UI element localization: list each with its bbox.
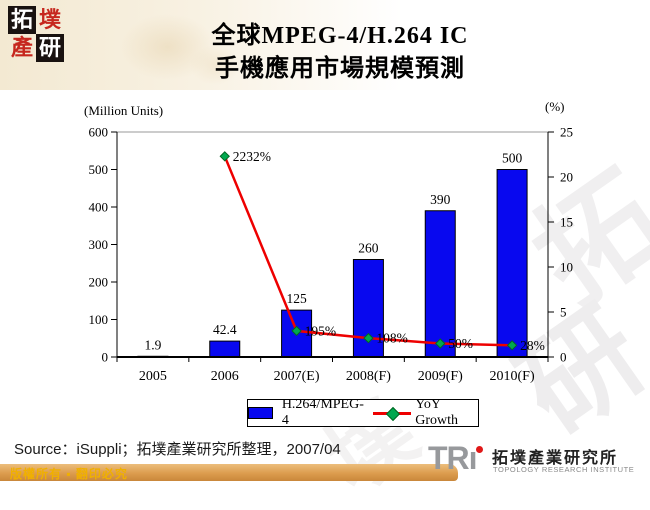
right-axis-tick-label: 20	[560, 170, 573, 185]
left-axis-tick-label: 200	[89, 275, 109, 290]
left-axis-tick-label: 0	[102, 350, 109, 365]
bar-2010(F)	[496, 169, 528, 358]
footer-bar: 版權所有 ▪ 翻印必究	[0, 464, 458, 481]
logo-char: 拓	[8, 6, 36, 34]
tri-logo: TRı 拓墣產業研究所 TOPOLOGY RESEARCH INSTITUTE	[428, 440, 648, 482]
tri-red-dot-icon	[476, 446, 483, 453]
yoy-value-label: 2232%	[233, 149, 271, 164]
left-axis-tick-label: 300	[89, 237, 109, 252]
logo-char: 墣	[38, 7, 61, 32]
bar-2009(F)	[424, 210, 456, 358]
logo-char: 研	[36, 34, 64, 62]
tri-letters: TRı	[428, 440, 478, 476]
title-line-1: 全球MPEG-4/H.264 IC	[211, 23, 469, 49]
yoy-value-label: 50%	[448, 336, 473, 351]
right-axis-tick-label: 15	[560, 215, 573, 230]
category-label: 2007(E)	[274, 369, 320, 384]
logo-char: 產	[10, 35, 33, 60]
left-axis-tick-label: 400	[89, 200, 109, 215]
banner-map-texture	[190, 45, 240, 85]
legend-diamond-icon	[385, 406, 400, 421]
top-banner	[0, 0, 650, 90]
page-title: 全球MPEG-4/H.264 IC 手機應用市場規模預測	[140, 20, 540, 86]
yoy-marker-2009(F)	[435, 338, 446, 349]
market-forecast-chart: 1.9 42.4 125 260 390 500 0 100 200 300 400 500 600 0 5…	[89, 125, 574, 385]
legend-line-swatch	[372, 406, 411, 421]
category-label: 2005	[139, 369, 167, 384]
right-axis-tick-label: 10	[560, 260, 573, 275]
yoy-marker-2007(E)	[291, 325, 302, 337]
bar-value-label: 42.4	[213, 322, 237, 337]
topology-corner-logo: 拓 墣 產 研	[8, 6, 64, 62]
bar-value-label: 125	[286, 291, 307, 306]
chart-legend: H.264/MPEG-4 YoY Growth	[247, 397, 479, 428]
yoy-marker-2010(F)	[506, 340, 518, 351]
legend-bar-label: H.264/MPEG-4	[281, 397, 364, 428]
bar-2006	[209, 340, 241, 358]
tri-english-name: TOPOLOGY RESEARCH INSTITUTE	[493, 465, 635, 474]
category-label: 2009(F)	[418, 369, 463, 384]
legend-bar-swatch	[248, 407, 273, 419]
source-note: Source：iSuppli；拓墣產業研究所整理，2007/04	[14, 441, 341, 458]
right-axis-tick-label: 25	[560, 125, 573, 140]
category-label: 2010(F)	[490, 369, 535, 384]
right-axis-tick-label: 5	[560, 305, 567, 320]
category-label: 2006	[211, 369, 239, 384]
yoy-marker-2008(F)	[363, 332, 374, 344]
left-axis-unit-label: (Million Units)	[84, 103, 164, 118]
yoy-value-label: 108%	[376, 331, 408, 346]
tri-chinese-name: 拓墣產業研究所	[492, 450, 619, 467]
right-axis-unit-label: (%)	[545, 99, 565, 114]
bar-value-label: 390	[430, 192, 451, 207]
bar-value-label: 1.9	[144, 337, 161, 352]
left-axis-tick-label: 100	[89, 312, 109, 327]
copyright-text: 版權所有 ▪ 翻印必究	[10, 467, 128, 481]
yoy-value-label: 28%	[520, 338, 545, 353]
banner-map-texture	[120, 14, 215, 80]
category-label: 2008(F)	[346, 369, 391, 384]
right-axis-tick-label: 0	[560, 350, 567, 365]
left-axis-tick-label: 500	[89, 162, 109, 177]
yoy-value-label: 195%	[305, 323, 337, 338]
yoy-marker-2006	[219, 151, 230, 162]
title-line-2: 手機應用市場規模預測	[215, 56, 465, 82]
legend-line-label: YoY Growth	[415, 397, 458, 428]
left-axis-tick-label: 600	[89, 125, 109, 140]
bar-value-label: 500	[502, 151, 523, 166]
bar-value-label: 260	[358, 241, 379, 256]
